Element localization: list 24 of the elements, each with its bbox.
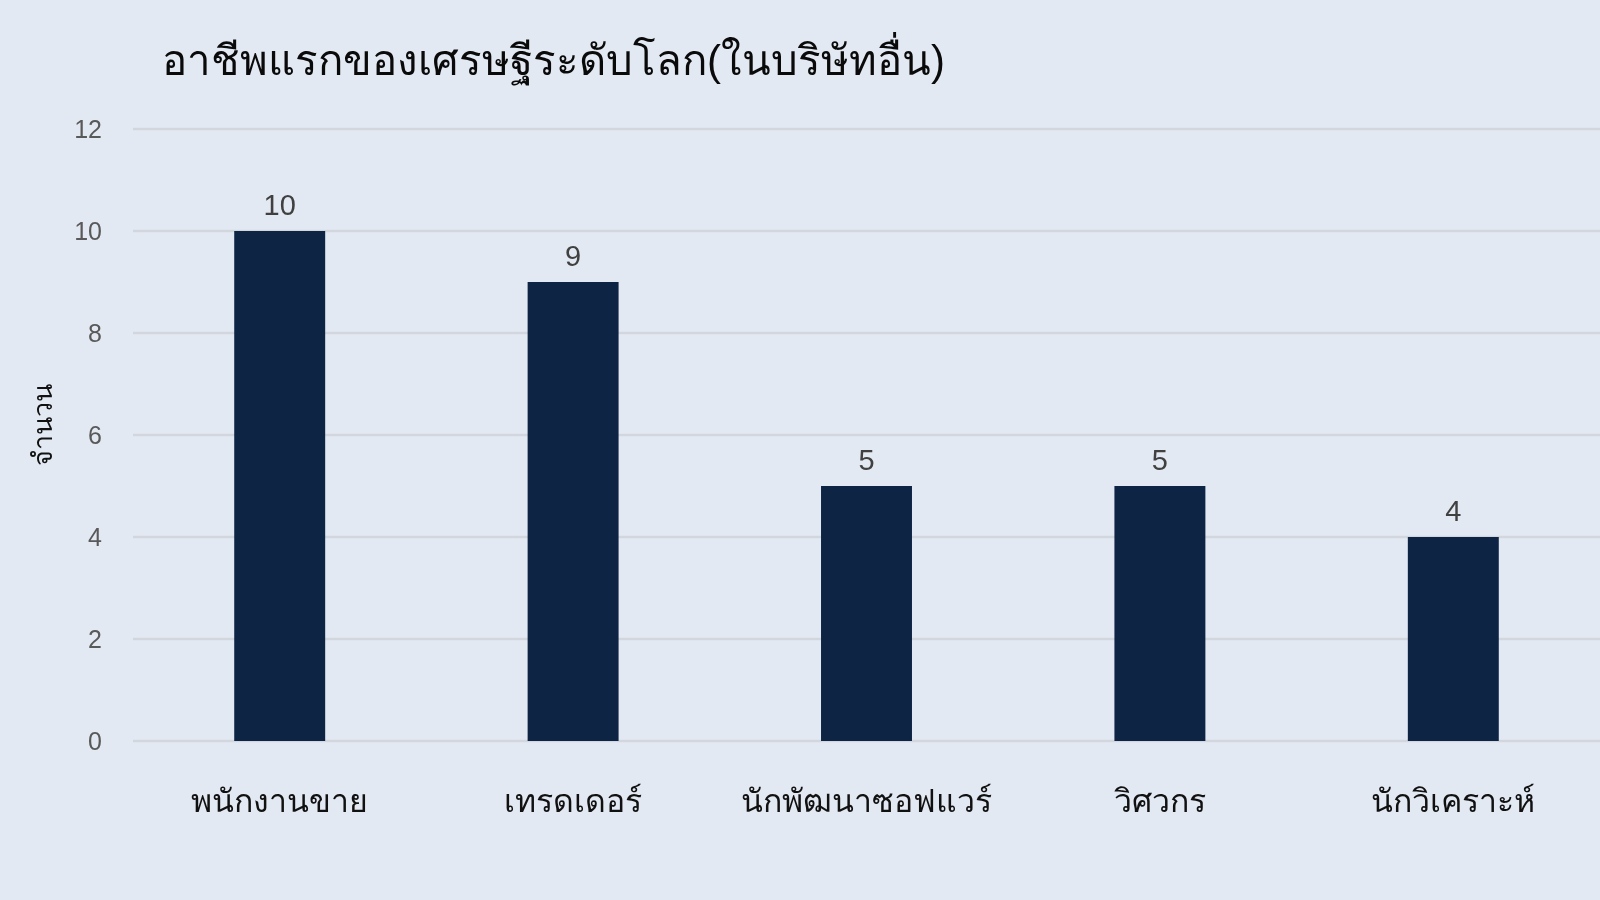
y-axis-title: จำนวน xyxy=(28,384,58,466)
bar xyxy=(1114,486,1206,741)
x-tick-label: เทรดเดอร์ xyxy=(504,783,643,819)
x-tick-label: วิศวกร xyxy=(1113,783,1206,819)
data-label: 9 xyxy=(565,240,582,272)
bar xyxy=(821,486,912,741)
data-label: 10 xyxy=(263,189,296,221)
x-tick-label: นักพัฒนาซอฟแวร์ xyxy=(741,783,992,819)
bar xyxy=(234,231,326,741)
x-tick-label: พนักงานขาย xyxy=(191,783,369,819)
bar xyxy=(1407,537,1499,741)
y-tick-label: 0 xyxy=(88,727,102,755)
x-tick-label: นักวิเคราะห์ xyxy=(1371,783,1536,819)
y-tick-label: 8 xyxy=(88,319,102,347)
data-label: 5 xyxy=(858,444,875,476)
y-tick-label: 12 xyxy=(74,115,102,143)
bar xyxy=(527,282,619,741)
y-tick-label: 10 xyxy=(74,217,102,245)
chart-title: อาชีพแรกของเศรษฐีระดับโลก(ในบริษัทอื่น) xyxy=(162,32,945,86)
y-tick-label: 6 xyxy=(88,421,102,449)
y-tick-label: 4 xyxy=(88,523,103,551)
data-label: 5 xyxy=(1151,444,1168,476)
y-tick-label: 2 xyxy=(88,625,102,653)
data-label: 4 xyxy=(1445,495,1462,527)
